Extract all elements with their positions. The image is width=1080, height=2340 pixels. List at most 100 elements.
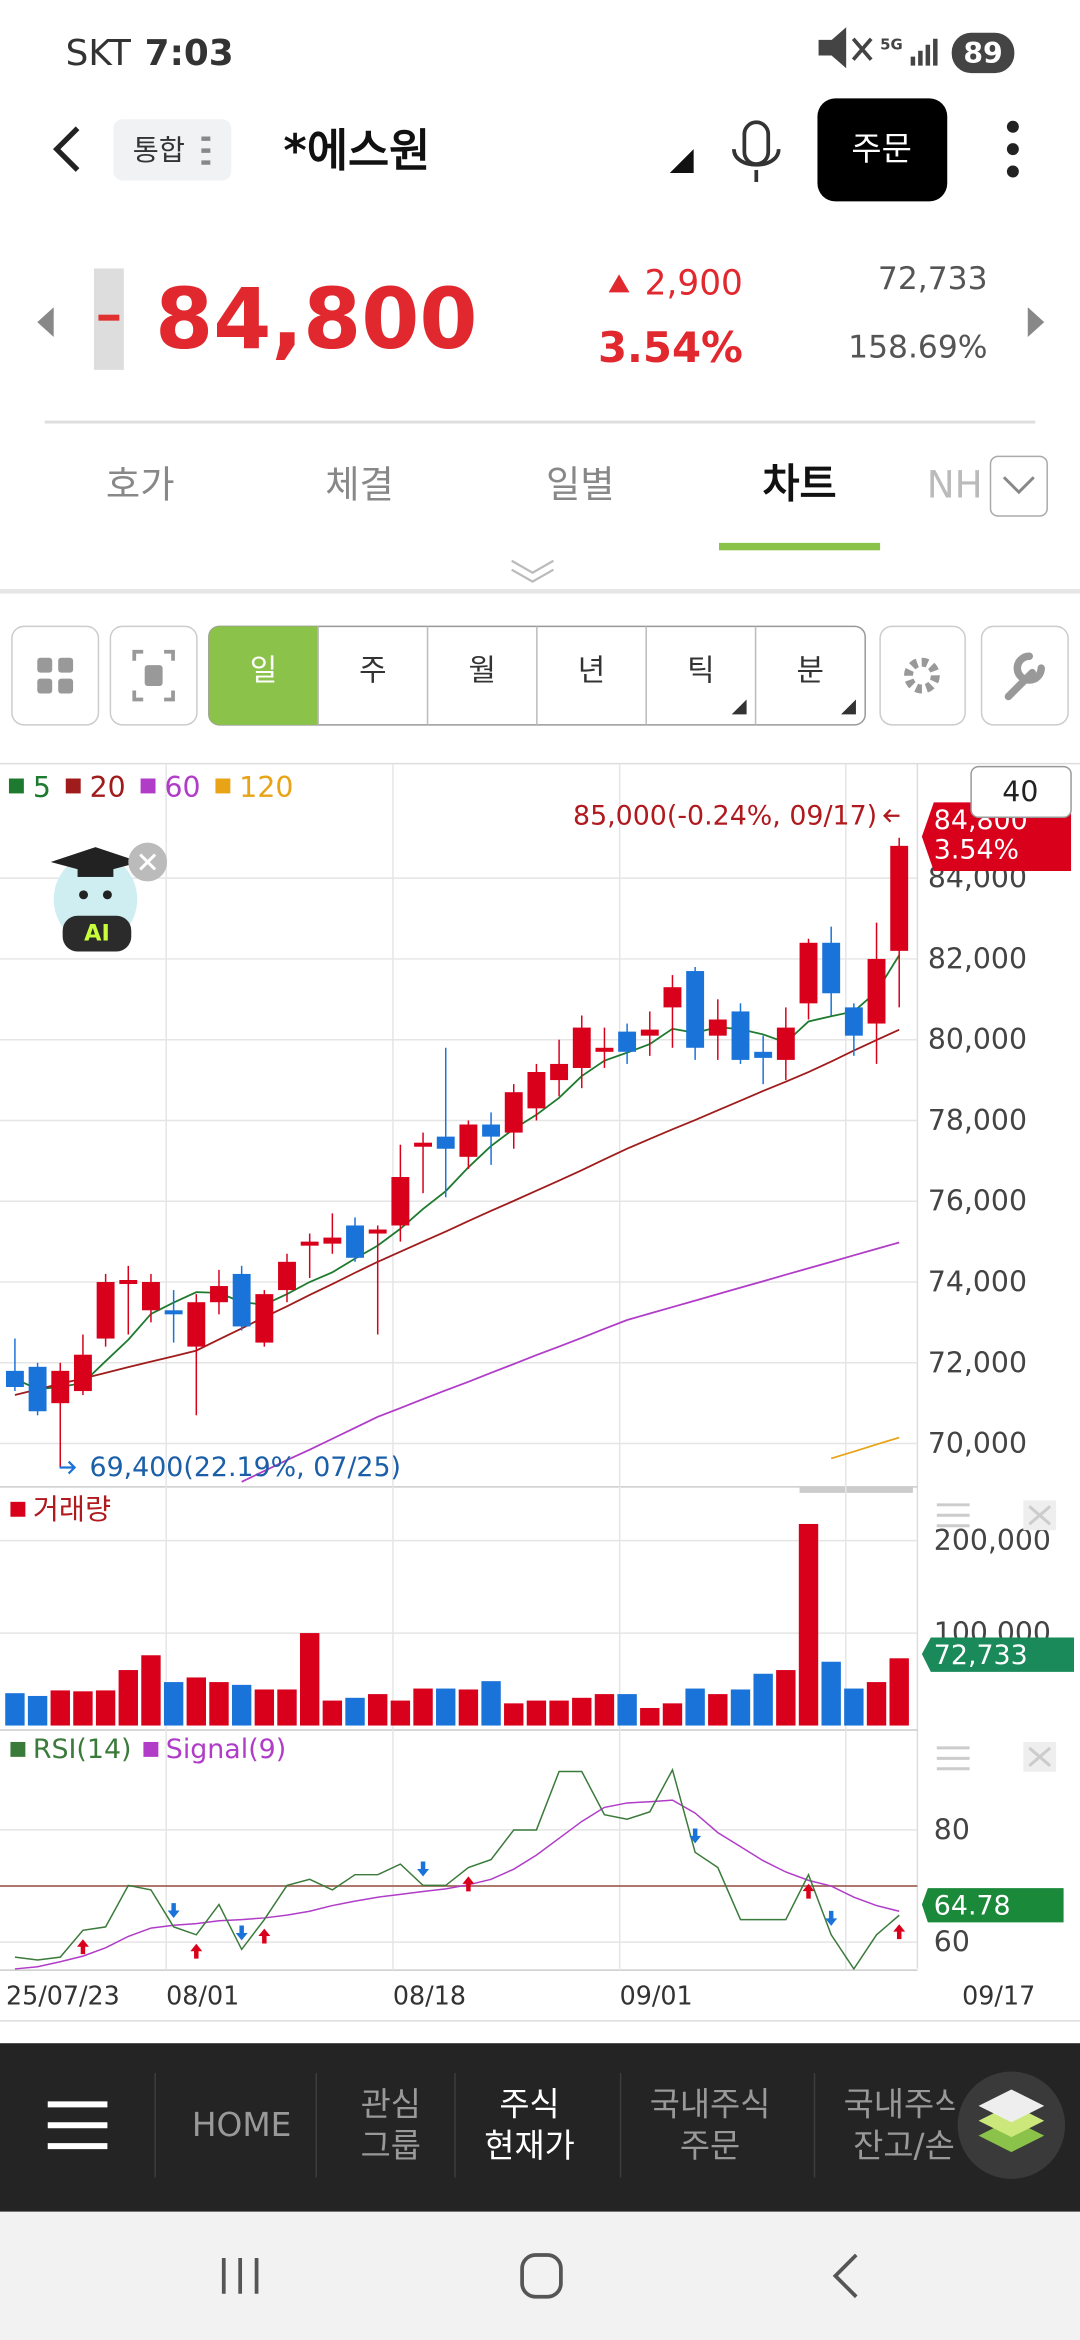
period-button[interactable]: 분 xyxy=(796,654,823,689)
volume-bar xyxy=(322,1700,343,1726)
prev-stock[interactable] xyxy=(37,307,54,338)
candle-body xyxy=(51,1370,70,1404)
layout-button[interactable] xyxy=(11,625,100,726)
recents-button[interactable] xyxy=(221,2257,259,2294)
volume-bar xyxy=(481,1681,501,1726)
volume-bar xyxy=(504,1703,524,1726)
mic-button[interactable] xyxy=(732,120,781,182)
back-button[interactable] xyxy=(52,126,80,172)
x-tick-label: 08/01 xyxy=(166,1980,239,2010)
tab-dropdown[interactable] xyxy=(989,455,1048,517)
tab[interactable]: NH xyxy=(927,463,983,507)
axis-area: 70,000 72,000 74,000 76,000 78,000 80,000 82,0… xyxy=(6,802,1075,2010)
buy-signal xyxy=(190,1943,203,1959)
candle-body xyxy=(663,987,682,1008)
period-button[interactable]: 틱 xyxy=(687,654,714,689)
candle-body xyxy=(5,1370,24,1388)
volume-bar xyxy=(821,1661,841,1726)
candle-body xyxy=(436,1136,455,1149)
back-nav-button[interactable] xyxy=(832,2253,858,2299)
candle-body xyxy=(890,845,909,951)
candle-body xyxy=(414,1142,432,1147)
tab[interactable]: 차트 xyxy=(763,462,837,508)
clock: 7:03 xyxy=(145,33,234,74)
y-tick-label: 78,000 xyxy=(928,1104,1027,1137)
sell-signal xyxy=(417,1861,430,1877)
volume-bar xyxy=(368,1694,388,1726)
settings-icon xyxy=(903,657,940,694)
order-button[interactable] xyxy=(817,98,948,202)
volume-bar xyxy=(73,1691,93,1726)
status-bar: SKT 7:03 5G 89 xyxy=(66,27,1015,74)
nav-item[interactable]: HOME xyxy=(192,2106,292,2144)
period-button[interactable]: 일 xyxy=(250,654,277,689)
period-button[interactable]: 년 xyxy=(578,654,605,689)
candle-body xyxy=(822,942,841,994)
tab[interactable]: 호가 xyxy=(106,463,175,507)
more-menu[interactable] xyxy=(1006,120,1019,178)
name-dropdown[interactable] xyxy=(669,149,694,174)
panel-menu[interactable] xyxy=(936,1503,970,1771)
y-tick-label: 76,000 xyxy=(928,1185,1027,1218)
y-tick-label: 80 xyxy=(934,1813,970,1846)
volume-bar xyxy=(685,1688,705,1726)
volume-bar xyxy=(95,1690,116,1726)
y-tick-label: 74,000 xyxy=(928,1266,1027,1299)
candle-body xyxy=(731,1011,750,1060)
price-change: 2,900 xyxy=(645,263,743,303)
nav-item[interactable]: 국내주식 잔고/손 xyxy=(844,2085,965,2165)
count-box[interactable] xyxy=(970,765,1072,819)
candle-body xyxy=(708,1019,727,1036)
volume-bar xyxy=(231,1684,252,1726)
volume-bar xyxy=(866,1682,887,1726)
y-tick-label: 82,000 xyxy=(928,942,1027,975)
settings-button[interactable] xyxy=(879,625,966,726)
volume-bar xyxy=(390,1700,411,1726)
nav-item[interactable]: 주식 현재가 xyxy=(484,2085,575,2165)
volume-bar xyxy=(413,1688,433,1726)
candle-body xyxy=(754,1051,773,1058)
nav-item-line: 국내주식 xyxy=(844,2085,965,2123)
volume-bar xyxy=(730,1689,751,1726)
separator xyxy=(0,589,1080,594)
legend-label: 120 xyxy=(239,771,293,804)
candle-body xyxy=(164,1310,183,1315)
collapse-icon[interactable] xyxy=(511,559,554,583)
home-button[interactable] xyxy=(520,2253,563,2299)
period-button[interactable]: 월 xyxy=(468,654,495,689)
candle-body xyxy=(142,1282,160,1311)
nav-item[interactable]: 관심 그룹 xyxy=(361,2085,421,2165)
menu-button[interactable] xyxy=(47,2101,108,2150)
x-tick-label: 09/17 xyxy=(962,1980,1035,2010)
order-button-label: 주문 xyxy=(851,130,911,168)
market-badge[interactable] xyxy=(113,119,232,181)
signal-icon xyxy=(910,38,938,66)
candle-body xyxy=(187,1302,206,1347)
nav-item-line: 주문 xyxy=(680,2127,740,2165)
tab[interactable]: 일별 xyxy=(546,463,615,507)
next-stock[interactable] xyxy=(1027,307,1045,338)
nav-item[interactable]: 국내주식 주문 xyxy=(650,2085,771,2165)
panel-close[interactable] xyxy=(1023,1500,1057,1772)
ma-line xyxy=(14,1028,900,1396)
tools-icon xyxy=(1004,652,1045,701)
volume-bar xyxy=(163,1682,184,1726)
tab-dropdown-icon xyxy=(1002,476,1035,495)
volume-bar xyxy=(640,1707,660,1726)
candle-body xyxy=(482,1124,501,1137)
sell-signal xyxy=(825,1910,838,1926)
period-button[interactable]: 주 xyxy=(359,654,386,689)
ma-line xyxy=(830,1436,900,1460)
candle-body xyxy=(527,1072,546,1109)
candle-body xyxy=(595,1047,614,1052)
x-tick-label: 25/07/23 xyxy=(6,1980,120,2010)
ai-assistant[interactable]: AI xyxy=(50,842,168,952)
tab[interactable]: 체결 xyxy=(325,463,394,507)
current-price: 84,800 xyxy=(155,270,477,368)
legend-label: 60 xyxy=(164,771,200,804)
capture-icon-core xyxy=(144,665,163,687)
stock-name[interactable]: *에스원 xyxy=(283,124,430,177)
bottom-nav xyxy=(0,2043,1080,2212)
x-tick-label: 09/01 xyxy=(620,1980,693,2010)
